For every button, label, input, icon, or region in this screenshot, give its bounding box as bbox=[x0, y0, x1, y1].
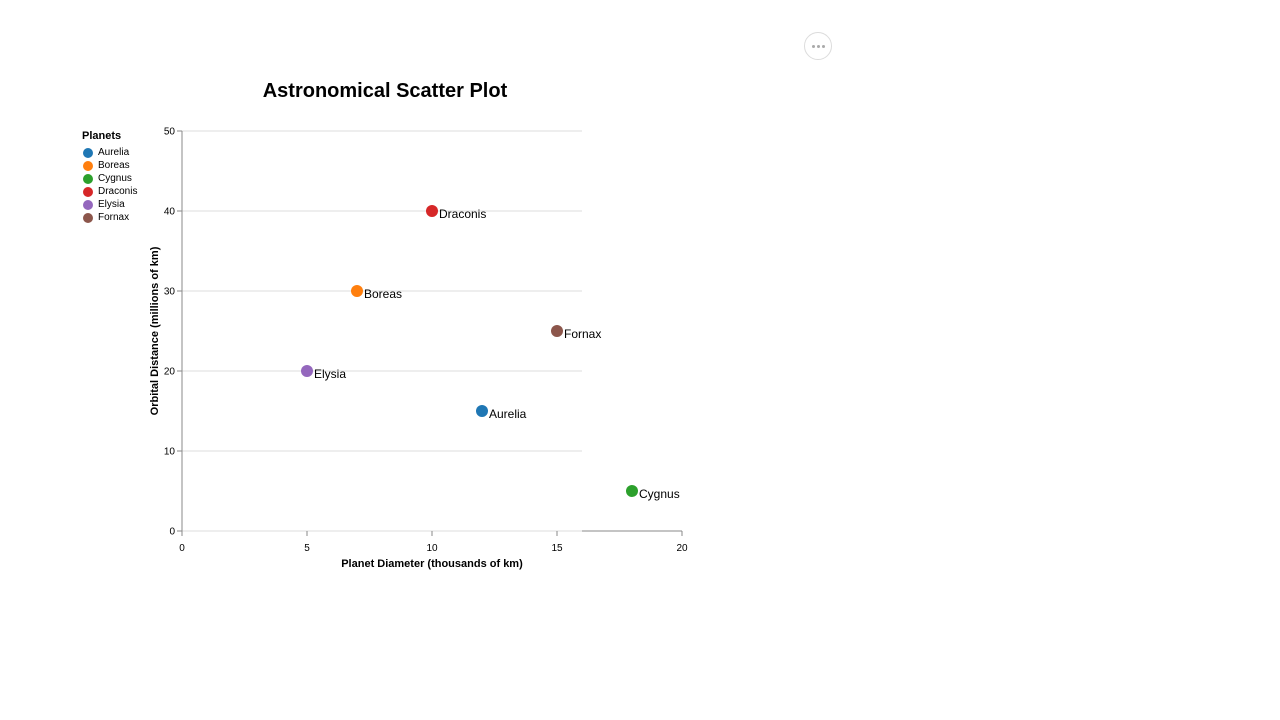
data-label-elysia: Elysia bbox=[314, 367, 346, 381]
data-label-draconis: Draconis bbox=[439, 207, 486, 221]
legend-item-cygnus: Cygnus bbox=[82, 172, 137, 185]
x-axis-ticks: 0 5 10 15 20 bbox=[179, 531, 688, 554]
x-tick-label: 15 bbox=[551, 543, 563, 554]
chart-title: Astronomical Scatter Plot bbox=[262, 80, 508, 102]
legend-swatch bbox=[83, 147, 93, 158]
legend: Planets Aurelia Boreas Cygnus Draconis Elysi… bbox=[82, 130, 137, 224]
axes bbox=[181, 131, 682, 532]
y-tick-label: 40 bbox=[164, 207, 176, 218]
legend-item-aurelia: Aurelia bbox=[82, 146, 137, 159]
y-tick-label: 30 bbox=[164, 287, 176, 298]
y-tick-label: 50 bbox=[164, 127, 176, 138]
legend-label: Aurelia bbox=[98, 147, 130, 158]
data-point-boreas bbox=[351, 285, 363, 297]
legend-item-fornax: Fornax bbox=[82, 211, 137, 224]
legend-item-boreas: Boreas bbox=[82, 159, 137, 172]
x-axis-label: Planet Diameter (thousands of km) bbox=[341, 558, 523, 570]
y-tick-label: 20 bbox=[164, 367, 176, 378]
legend-swatch bbox=[83, 212, 93, 223]
data-label-cygnus: Cygnus bbox=[639, 487, 680, 501]
legend-items: Aurelia Boreas Cygnus Draconis Elysia Fornax bbox=[82, 146, 137, 224]
legend-title: Planets bbox=[82, 130, 122, 142]
legend-item-draconis: Draconis bbox=[82, 185, 137, 198]
data-label-fornax: Fornax bbox=[564, 327, 601, 341]
data-point-aurelia bbox=[476, 405, 488, 417]
legend-swatch bbox=[83, 160, 93, 171]
y-tick-label: 10 bbox=[164, 447, 176, 458]
y-tick-label: 0 bbox=[169, 527, 175, 538]
legend-label: Draconis bbox=[98, 186, 138, 197]
data-label-aurelia: Aurelia bbox=[489, 407, 527, 421]
grid-lines bbox=[182, 130, 582, 452]
data-point-cygnus bbox=[626, 485, 638, 497]
legend-item-elysia: Elysia bbox=[82, 198, 137, 211]
more-horizontal-icon-dot bbox=[821, 44, 825, 48]
x-tick-label: 10 bbox=[426, 543, 438, 554]
more-horizontal-icon bbox=[811, 44, 815, 48]
y-axis-label: Orbital Distance (millions of km) bbox=[149, 246, 161, 415]
y-axis-ticks: 0 10 20 30 40 50 bbox=[164, 127, 182, 538]
data-point-fornax bbox=[551, 325, 563, 337]
legend-swatch bbox=[83, 186, 93, 197]
x-tick-label: 0 bbox=[179, 543, 185, 554]
data-point-elysia bbox=[301, 365, 313, 377]
data-label-boreas: Boreas bbox=[364, 287, 402, 301]
data-point-draconis bbox=[426, 205, 438, 217]
x-tick-label: 20 bbox=[676, 543, 688, 554]
legend-label: Boreas bbox=[98, 160, 130, 171]
legend-swatch bbox=[83, 173, 93, 184]
legend-label: Fornax bbox=[98, 212, 130, 223]
legend-label: Elysia bbox=[98, 199, 125, 210]
x-tick-label: 5 bbox=[304, 543, 310, 554]
more-options-button[interactable] bbox=[804, 32, 832, 60]
more-horizontal-icon-dot bbox=[816, 44, 820, 48]
legend-label: Cygnus bbox=[98, 173, 132, 184]
data-points: Aurelia Boreas Cygnus Draconis Elysia Fornax bbox=[301, 205, 680, 501]
legend-swatch bbox=[83, 199, 93, 210]
